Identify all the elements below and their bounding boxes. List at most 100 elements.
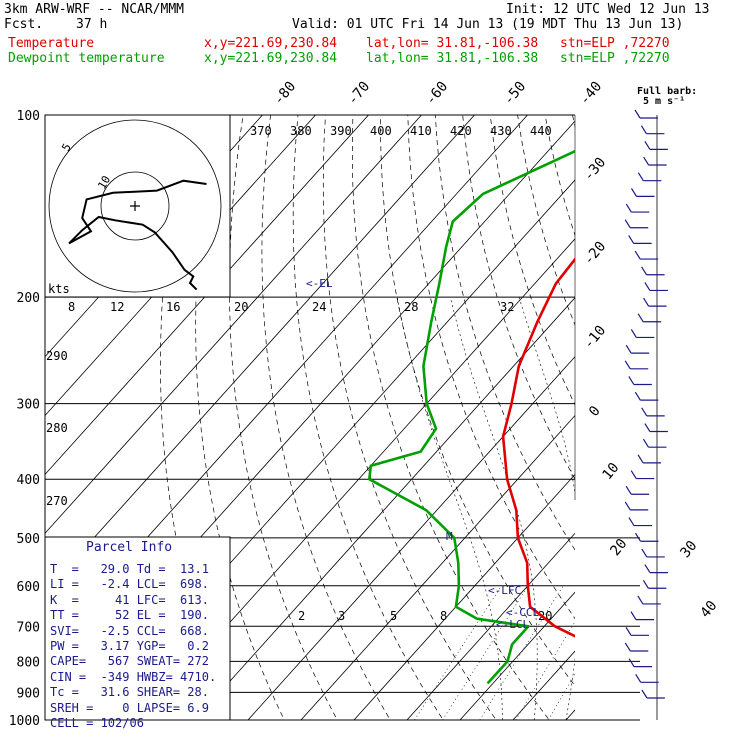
left-theta-label: 270 [46,494,68,508]
wind-barb [630,329,655,339]
mixing-ratio-line [591,586,668,720]
pressure-tick-label: 500 [17,532,40,547]
hodo-axis-tick: 32 [500,300,514,314]
parcel-info-row: SVI= -2.5 CCL= 668. [50,623,209,638]
temperature-legend: Temperature [8,36,95,51]
isotherm-tick-label: 40 [697,598,720,621]
wind-barb [637,454,662,464]
dewpoint-profile [368,149,575,685]
wind-barb [630,611,655,621]
temperature-latlon: lat,lon= 31.81,-106.38 [366,36,539,51]
dry-adiabat [407,115,575,620]
pressure-tick-label: 200 [17,291,40,306]
dewpoint-latlon: lat,lon= 31.81,-106.38 [366,51,539,66]
isotherm-line [300,414,575,720]
mixing-ratio-label: 2 [298,609,305,623]
isotherm-tick-label: -30 [581,155,610,185]
theta-tick-label: 380 [290,124,312,138]
isotherm-line [45,115,422,534]
dry-adiabat [261,115,391,720]
moist-adiabat [397,297,503,720]
dry-adiabat [434,115,575,551]
moist-adiabat [450,297,538,720]
isotherm-tick-label: -50 [501,79,530,109]
isotherm-line [619,115,740,720]
dry-adiabat [229,115,338,720]
theta-tick-label: 410 [410,124,432,138]
pressure-tick-label: 300 [17,398,40,413]
dewpoint-stn: stn=ELP ,72270 [560,51,670,66]
lfc-label: <-LFC [488,584,521,597]
wind-barb [628,235,652,245]
el-label: <-EL [306,277,333,290]
valid-time: Valid: 01 UTC Fri 14 Jun 13 (19 MDT Thu … [292,17,684,32]
isotherm-tick-label: -40 [577,79,606,109]
isotherm-line [459,591,575,720]
moist-adiabat [630,297,712,720]
dewpoint-xy: x,y=221.69,230.84 [204,51,338,66]
wind-barb [643,156,667,166]
hodo-axis-tick: 8 [68,300,75,314]
wind-barb [625,626,650,636]
wind-barb [643,297,667,307]
wind-barb [624,360,649,370]
hodo-ring-label: 10 [95,174,113,192]
isotherm-tick-label: -20 [581,239,610,269]
wind-barb [625,203,650,213]
wind-barb [644,282,668,292]
pressure-tick-label: 400 [17,473,40,488]
pressure-tick-label: 1000 [9,714,40,729]
hodo-axis-tick: 20 [234,300,248,314]
wind-barb [644,141,668,150]
wind-barb [628,376,652,386]
pressure-tick-label: 100 [17,109,40,124]
isotherm-tick-label: -10 [581,323,610,353]
wind-barb [644,423,668,433]
dry-adiabat [710,115,740,733]
wind-barb [628,658,653,668]
pressure-tick-label: 600 [17,580,40,595]
dry-adiabat [352,115,550,720]
dry-adiabat [462,115,575,480]
m-label: M [446,530,453,543]
pressure-tick-label: 900 [17,686,40,701]
isotherm-line [353,473,575,720]
hodo-center-mark [130,201,140,211]
wind-barb [641,548,665,558]
wind-barb [642,579,667,589]
parcel-info-row: PW = 3.17 YGP= 0.2 [50,639,209,653]
hodo-unit: kts [48,282,70,296]
lcl-label: <-LCL [496,618,529,631]
isotherm-tick-label: 20 [607,536,630,559]
left-theta-label: 280 [46,421,68,435]
parcel-info-row: T = 29.0 Td = 13.1 [50,562,209,576]
parcel-info-row: TT = 52 EL = 190. [50,608,209,623]
mixing-ratio-label: 3 [338,609,345,623]
isotherm-line [45,115,475,593]
wind-barb [641,689,665,699]
wind-barb-label: Full barb: [637,86,697,97]
wind-barb [642,438,667,448]
wind-barb [641,407,665,417]
wind-barb [637,313,662,323]
pressure-tick-label: 800 [17,655,40,670]
parcel-info-row: LI = -2.4 LCL= 698. [50,577,209,592]
theta-tick-label: 400 [370,124,392,138]
moist-adiabat [576,297,616,720]
dry-adiabat [489,115,575,406]
parcel-info-row: SREH = 0 LAPSE= 6.9 [50,700,209,715]
wind-barb [634,250,659,260]
mixing-ratio-line [547,673,575,720]
temperature-profile [501,257,575,638]
isotherm-line [672,115,740,720]
mixing-ratio-label: 8 [440,609,447,623]
wind-barb-unit: 5 m s⁻¹ [643,96,685,107]
isotherm-tick-label: -80 [271,79,300,109]
moist-adiabat [651,297,740,720]
wind-barb [625,485,650,495]
parcel-info-title: Parcel Info [86,540,173,555]
parcel-info-row: CELL = 102/06 [50,716,144,730]
theta-tick-label: 420 [450,124,472,138]
hodo-axis-tick: 28 [404,300,418,314]
